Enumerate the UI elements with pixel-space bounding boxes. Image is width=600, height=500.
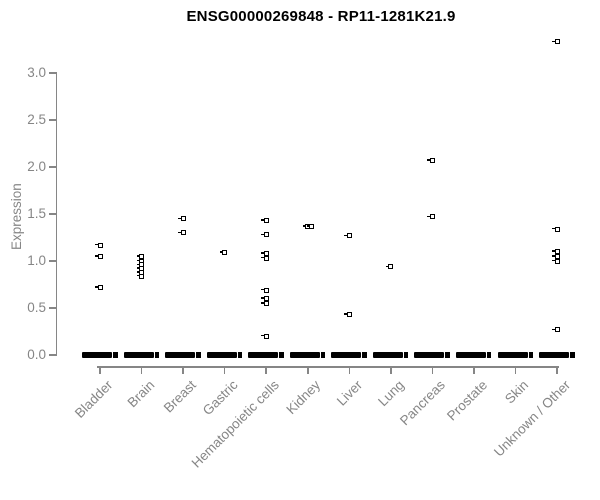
zero-cluster-bar: [539, 352, 570, 358]
data-point-marker: [552, 226, 560, 232]
zero-cluster-bar: [289, 352, 320, 358]
data-point-marker: [261, 300, 269, 306]
y-axis-tick: [49, 72, 56, 74]
x-axis-line: [97, 366, 559, 368]
zero-cluster-bar-end: [320, 351, 326, 358]
data-point-marker: [95, 284, 103, 290]
y-axis-tick: [49, 354, 56, 356]
x-axis-tick: [223, 366, 226, 374]
data-point-marker: [385, 264, 394, 270]
data-point-marker: [552, 249, 560, 255]
zero-cluster-bar-end: [486, 351, 492, 358]
y-axis-tick: [49, 213, 56, 215]
zero-cluster-bar-end: [528, 351, 533, 358]
data-point-marker: [427, 157, 435, 163]
x-axis-tick: [265, 366, 267, 374]
x-tick-label: Pancreas: [397, 377, 449, 429]
x-tick-label: Brain: [124, 377, 158, 411]
zero-cluster-bar: [497, 352, 528, 358]
data-point-marker: [261, 218, 269, 224]
x-tick-label: Liver: [333, 377, 366, 409]
x-tick-label: Prostate: [443, 377, 490, 424]
chart-title: ENSG00000269848 - RP11-1281K21.9: [186, 8, 456, 25]
data-point-marker: [261, 296, 269, 302]
zero-cluster-bar: [165, 352, 196, 358]
zero-cluster-bar: [123, 352, 154, 358]
y-tick-label: 2.0: [27, 159, 46, 174]
zero-cluster-bar: [331, 352, 362, 358]
data-point-marker: [95, 253, 103, 259]
y-axis-tick: [49, 307, 56, 309]
data-point-marker: [552, 258, 560, 264]
zero-cluster-bar: [414, 352, 445, 358]
y-axis-tick: [49, 166, 56, 168]
x-tick-label: Lung: [374, 377, 407, 410]
x-tick-label: Breast: [160, 377, 200, 416]
x-axis-tick: [140, 366, 143, 374]
zero-cluster-bar-end: [279, 351, 284, 358]
data-point-marker: [344, 233, 352, 239]
data-point-marker: [261, 250, 269, 256]
zero-cluster-bar-end: [570, 351, 575, 358]
zero-cluster-bar-end: [403, 351, 409, 358]
zero-cluster-bar-end: [362, 351, 367, 358]
data-point-marker: [178, 230, 186, 236]
zero-cluster-bar: [455, 352, 486, 358]
data-point-marker: [552, 327, 560, 333]
data-point-marker: [427, 214, 435, 220]
x-tick-label: Kidney: [283, 377, 324, 418]
x-axis-tick: [306, 366, 309, 374]
data-point-marker: [95, 242, 103, 248]
y-tick-label: 1.5: [27, 206, 46, 221]
x-axis-tick: [473, 366, 475, 374]
x-axis-tick: [182, 366, 184, 374]
x-axis-tick: [99, 366, 101, 374]
x-axis-tick: [514, 366, 517, 374]
x-axis-tick: [556, 366, 558, 374]
data-point-marker: [136, 273, 145, 279]
data-point-marker: [344, 312, 352, 318]
zero-cluster-bar-end: [237, 351, 243, 358]
x-axis-tick: [390, 366, 392, 374]
zero-cluster-bar-end: [196, 351, 201, 358]
data-point-marker: [261, 255, 269, 261]
data-point-marker: [136, 253, 145, 259]
y-tick-label: 0.0: [27, 347, 46, 362]
y-axis-tick: [49, 119, 56, 121]
data-point-marker: [552, 39, 560, 45]
zero-cluster-bar-end: [113, 351, 118, 358]
y-tick-label: 1.0: [27, 253, 46, 268]
data-point-marker: [261, 232, 269, 238]
data-point-marker: [178, 216, 186, 222]
x-tick-label: Bladder: [72, 377, 116, 421]
zero-cluster-bar: [248, 352, 279, 358]
zero-cluster-bar: [206, 352, 237, 358]
y-axis-tick: [49, 260, 56, 262]
y-tick-label: 2.5: [27, 112, 46, 127]
zero-cluster-bar-end: [445, 351, 450, 358]
y-axis-line: [55, 72, 58, 356]
zero-cluster-bar-end: [154, 351, 160, 358]
data-point-marker: [261, 333, 269, 339]
data-point-marker: [261, 287, 269, 293]
x-tick-label: Unknown / Other: [490, 377, 573, 460]
x-axis-tick: [431, 366, 434, 374]
y-axis-label: Expression: [9, 183, 24, 250]
data-point-marker: [306, 223, 315, 229]
x-tick-label: Gastric: [199, 377, 241, 419]
zero-cluster-bar: [372, 352, 403, 358]
data-point-marker: [219, 250, 228, 256]
y-tick-label: 3.0: [27, 65, 46, 80]
zero-cluster-bar: [82, 352, 112, 358]
x-axis-tick: [348, 366, 351, 374]
x-tick-label: Skin: [502, 377, 532, 407]
y-tick-label: 0.5: [27, 300, 46, 315]
data-point-marker: [552, 253, 560, 259]
